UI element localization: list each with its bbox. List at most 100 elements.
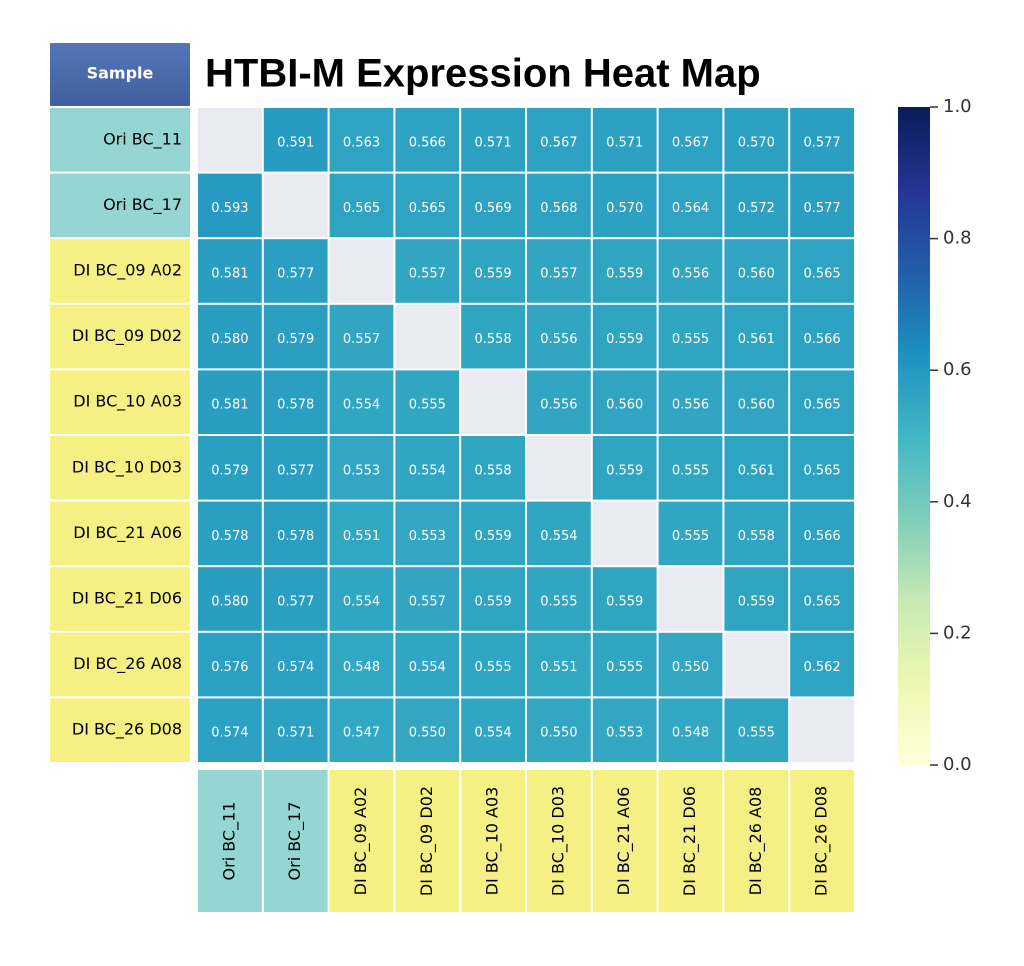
cell-label: 0.562	[803, 660, 840, 675]
cell-label: 0.553	[606, 726, 643, 741]
heat-cell	[329, 370, 394, 434]
column-label-box	[724, 770, 789, 912]
heat-cell	[724, 501, 789, 566]
heat-cell	[461, 239, 525, 303]
heat-cell	[592, 173, 657, 238]
column-label: Ori BC_17	[285, 802, 305, 881]
heat-cell	[263, 632, 328, 697]
cell-label: 0.548	[672, 726, 709, 741]
heat-cell	[329, 501, 394, 566]
heat-cell	[724, 370, 789, 434]
column-label-box	[395, 770, 460, 912]
heat-cell	[329, 304, 394, 369]
column-label-box	[527, 770, 591, 912]
row-label: DI BC_21 D06	[72, 589, 182, 609]
heat-cell	[724, 567, 789, 631]
corner-box	[50, 43, 190, 106]
colorbar-tick-label: 0.2	[943, 622, 972, 643]
heat-cell	[395, 567, 460, 631]
heat-cell	[198, 173, 262, 238]
cell-label: 0.565	[409, 201, 446, 216]
row-label-box	[50, 567, 190, 631]
heat-cell	[527, 108, 591, 172]
heat-cell	[329, 108, 394, 172]
column-label-box	[592, 770, 657, 912]
row-label: DI BC_09 A02	[73, 261, 182, 281]
row-label: DI BC_26 A08	[73, 654, 182, 674]
heat-cell	[461, 501, 525, 566]
heat-cell	[592, 108, 657, 172]
heat-cell	[724, 108, 789, 172]
cell-label: 0.591	[277, 135, 314, 150]
heat-cell	[790, 173, 854, 238]
heat-cell	[790, 632, 854, 697]
row-label-box	[50, 501, 190, 566]
heat-cell	[658, 501, 723, 566]
cell-label: 0.559	[738, 595, 775, 610]
cell-label: 0.557	[343, 332, 380, 347]
cell-label: 0.555	[606, 660, 643, 675]
column-label: DI BC_10 D03	[548, 786, 568, 896]
cell-label: 0.565	[803, 398, 840, 413]
empty-cell	[263, 173, 328, 238]
cell-label: 0.553	[409, 529, 446, 544]
heat-cell	[461, 436, 525, 500]
heat-cell	[263, 567, 328, 631]
colorbar-tick-label: 0.8	[943, 228, 972, 249]
cell-label: 0.568	[540, 201, 577, 216]
heat-cell	[263, 108, 328, 172]
heat-cell	[395, 173, 460, 238]
column-label: DI BC_21 D06	[680, 786, 700, 896]
heat-cell	[790, 501, 854, 566]
heat-cell	[263, 436, 328, 500]
column-label: DI BC_26 A08	[746, 787, 766, 896]
heat-cell	[461, 173, 525, 238]
empty-cell	[329, 239, 394, 303]
cell-label: 0.577	[277, 595, 314, 610]
heat-cell	[329, 173, 394, 238]
colorbar	[898, 107, 930, 765]
column-label: DI BC_09 D02	[417, 786, 437, 896]
cell-label: 0.557	[540, 267, 577, 282]
row-label: DI BC_09 D02	[72, 326, 182, 346]
row-label-box	[50, 436, 190, 500]
cell-label: 0.553	[343, 463, 380, 478]
cell-label: 0.548	[343, 660, 380, 675]
column-label: DI BC_21 A06	[614, 787, 634, 896]
empty-cell	[461, 370, 525, 434]
cell-label: 0.560	[606, 398, 643, 413]
heat-cell	[198, 698, 262, 762]
heat-cell	[198, 370, 262, 434]
heat-cell	[658, 108, 723, 172]
cell-label: 0.580	[211, 595, 248, 610]
heat-cell	[461, 304, 525, 369]
colorbar-tick-label: 0.4	[943, 491, 972, 512]
cell-label: 0.563	[343, 135, 380, 150]
heat-cell	[724, 173, 789, 238]
heat-cell	[395, 370, 460, 434]
heat-cell	[527, 173, 591, 238]
heat-cell	[263, 370, 328, 434]
empty-cell	[658, 567, 723, 631]
cell-label: 0.569	[474, 201, 511, 216]
heat-cell	[592, 698, 657, 762]
cell-label: 0.580	[211, 332, 248, 347]
cell-label: 0.559	[606, 267, 643, 282]
cell-label: 0.554	[474, 726, 511, 741]
cell-label: 0.571	[474, 135, 511, 150]
column-label: DI BC_26 D08	[812, 786, 832, 896]
heat-cell	[198, 632, 262, 697]
heat-cell	[658, 173, 723, 238]
heat-cell	[592, 632, 657, 697]
cell-label: 0.578	[211, 529, 248, 544]
empty-cell	[198, 108, 262, 172]
cell-label: 0.577	[277, 463, 314, 478]
cell-label: 0.570	[606, 201, 643, 216]
cell-label: 0.559	[606, 332, 643, 347]
column-label: DI BC_10 A03	[483, 787, 503, 896]
column-label-box	[461, 770, 525, 912]
heat-cell	[527, 632, 591, 697]
heat-cell	[198, 304, 262, 369]
